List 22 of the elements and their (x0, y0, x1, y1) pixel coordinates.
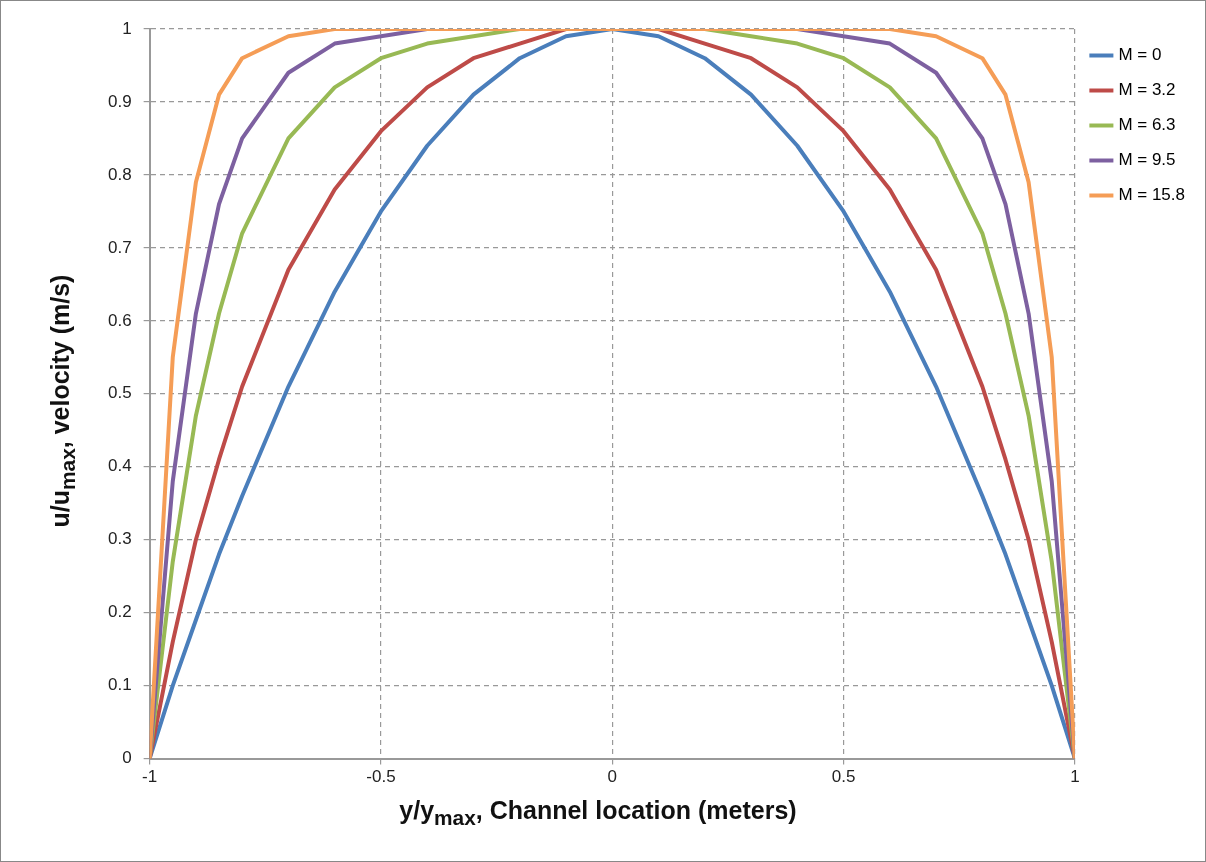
y-tick-label: 0.3 (107, 529, 132, 549)
y-tick-label: 0.6 (107, 310, 132, 330)
legend-label: M = 15.8 (1118, 185, 1185, 205)
y-tick-label: 0.1 (107, 675, 132, 695)
y-tick-label: 0 (122, 748, 132, 768)
y-tick-label: 1 (122, 18, 132, 38)
x-axis-title: y/y$_{max}$, Channel location (meters) (399, 796, 797, 830)
y-tick-label: 0.9 (107, 91, 132, 111)
x-tick-label: 0.5 (831, 767, 856, 787)
y-tick-label: 0.4 (107, 456, 132, 476)
legend-label: M = 0 (1118, 45, 1162, 65)
x-tick-label: -0.5 (366, 767, 396, 787)
legend-label: M = 6.3 (1118, 115, 1176, 135)
y-tick-label: 0.5 (107, 383, 132, 403)
x-tick-label: -1 (142, 767, 158, 787)
legend-label: M = 3.2 (1118, 80, 1176, 100)
x-tick-label: 1 (1070, 767, 1080, 787)
x-tick-label: 0 (607, 767, 617, 787)
legend-label: M = 9.5 (1118, 150, 1176, 170)
y-tick-label: 0.7 (107, 237, 132, 257)
y-tick-label: 0.8 (107, 164, 132, 184)
y-tick-label: 0.2 (107, 602, 132, 622)
